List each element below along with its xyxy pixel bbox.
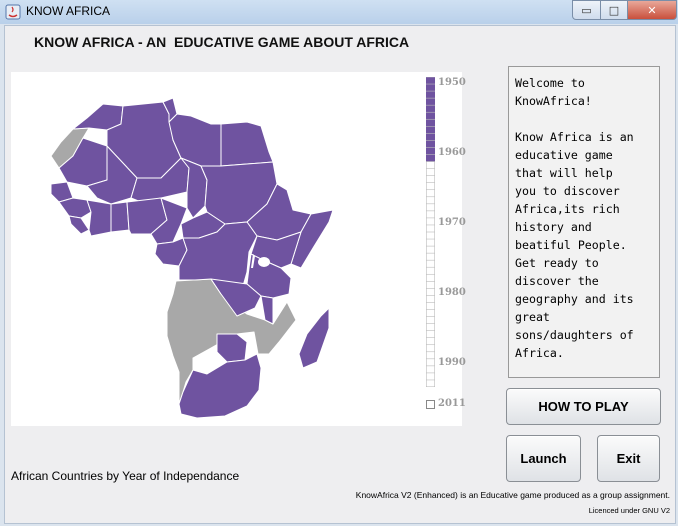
legend-label-1970: 1970 bbox=[438, 217, 466, 228]
launch-button[interactable]: Launch bbox=[506, 435, 581, 482]
legend-2011-swatch bbox=[426, 400, 435, 409]
country-botswana bbox=[216, 333, 248, 363]
country-guinea bbox=[58, 197, 92, 219]
welcome-text: Welcome to KnowAfrica! Know Africa is an… bbox=[515, 76, 634, 360]
legend-label-1980: 1980 bbox=[438, 287, 466, 298]
country-south-africa bbox=[178, 353, 262, 419]
legend-label-1950: 1950 bbox=[438, 77, 466, 88]
minimize-button[interactable]: ▭ bbox=[572, 0, 601, 20]
title-bar[interactable]: KNOW AFRICA ▭ □ ✕ bbox=[0, 0, 678, 24]
window-title: KNOW AFRICA bbox=[26, 4, 111, 18]
license-text: Licenced under GNU V2 bbox=[588, 506, 670, 515]
maximize-icon: □ bbox=[608, 3, 620, 17]
minimize-icon: ▭ bbox=[581, 3, 592, 17]
map-caption: African Countries by Year of Independanc… bbox=[11, 469, 240, 483]
country-madagascar bbox=[298, 307, 330, 369]
country-sierra-leone-liberia bbox=[68, 215, 90, 235]
close-button[interactable]: ✕ bbox=[627, 0, 677, 20]
welcome-info-box: Welcome to KnowAfrica! Know Africa is an… bbox=[508, 66, 660, 378]
africa-map-panel: 1950 1960 1970 1980 1990 2011 bbox=[11, 72, 466, 426]
legend-label-1990: 1990 bbox=[438, 357, 466, 368]
country-zambia bbox=[210, 278, 262, 317]
country-tanzania bbox=[246, 253, 292, 299]
country-egypt bbox=[220, 121, 274, 167]
legend-label-1960: 1960 bbox=[438, 147, 466, 158]
page-title: KNOW AFRICA - AN EDUCATIVE GAME ABOUT AF… bbox=[34, 34, 410, 50]
country-malawi bbox=[260, 295, 274, 325]
exit-button[interactable]: Exit bbox=[597, 435, 660, 482]
lakes bbox=[251, 254, 270, 268]
legend-label-2011: 2011 bbox=[438, 398, 466, 409]
close-icon: ✕ bbox=[647, 3, 657, 17]
africa-map[interactable] bbox=[11, 72, 421, 426]
maximize-button[interactable]: □ bbox=[600, 0, 628, 20]
how-to-play-button[interactable]: HOW TO PLAY bbox=[506, 388, 661, 425]
main-panel: KNOW AFRICA - AN EDUCATIVE GAME ABOUT AF… bbox=[4, 25, 676, 524]
country-ghana-togo bbox=[110, 201, 130, 233]
credits-text: KnowAfrica V2 (Enhanced) is an Educative… bbox=[355, 490, 670, 500]
java-app-icon bbox=[5, 4, 21, 20]
year-legend-scale[interactable] bbox=[426, 77, 435, 387]
country-ivory-coast bbox=[86, 199, 112, 237]
